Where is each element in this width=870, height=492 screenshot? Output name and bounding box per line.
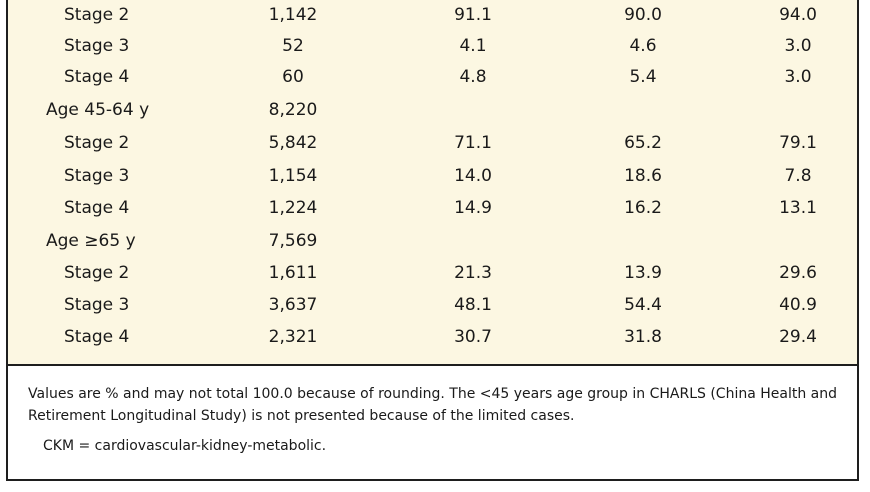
footnote-text: Values are % and may not total 100.0 bec… [28, 386, 838, 424]
row-label: Stage 2 [64, 263, 130, 283]
cell-pct-2 [583, 95, 703, 125]
table-row: Stage 3 1,154 14.0 18.6 7.8 [8, 161, 857, 191]
table-row: Stage 3 3,637 48.1 54.4 40.9 [8, 290, 857, 320]
cell-pct-2: 4.6 [629, 36, 657, 56]
cell-pct-3: 29.4 [779, 327, 817, 347]
cell-pct-3: 3.0 [784, 67, 812, 87]
cell-pct-1: 71.1 [454, 133, 492, 153]
cell-n: 2,321 [268, 327, 318, 347]
group-label: Age ≥65 y [46, 231, 136, 251]
cell-pct-3: 13.1 [779, 198, 817, 218]
cell-pct-2: 90.0 [624, 5, 662, 25]
cell-pct-3 [753, 226, 843, 256]
table-row: Stage 4 1,224 14.9 16.2 13.1 [8, 193, 857, 223]
table-row: Stage 2 1,611 21.3 13.9 29.6 [8, 258, 857, 288]
cell-pct-2: 54.4 [624, 295, 662, 315]
cell-pct-3: 3.0 [784, 36, 812, 56]
row-label: Stage 2 [64, 5, 130, 25]
cell-n: 7,569 [268, 231, 318, 251]
table-row: Stage 4 60 4.8 5.4 3.0 [8, 62, 857, 92]
row-label: Stage 4 [64, 198, 130, 218]
cell-pct-3: 29.6 [779, 263, 817, 283]
group-label: Age 45-64 y [46, 100, 150, 120]
cell-pct-1: 21.3 [454, 263, 492, 283]
cell-pct-2: 5.4 [629, 67, 657, 87]
cell-pct-1: 14.9 [454, 198, 492, 218]
cell-pct-2 [583, 226, 703, 256]
cell-pct-1: 48.1 [454, 295, 492, 315]
table-footnote: Values are % and may not total 100.0 bec… [28, 383, 848, 457]
cell-pct-3 [753, 95, 843, 125]
cell-pct-2: 31.8 [624, 327, 662, 347]
row-label: Stage 4 [64, 327, 130, 347]
cell-n: 60 [282, 67, 304, 87]
cell-pct-2: 65.2 [624, 133, 662, 153]
cell-pct-3: 94.0 [779, 5, 817, 25]
table-frame: Stage 2 1,142 91.1 90.0 94.0 Stage 3 52 … [6, 0, 859, 481]
row-label: Stage 3 [64, 295, 130, 315]
cell-pct-3: 79.1 [779, 133, 817, 153]
cell-pct-3: 40.9 [779, 295, 817, 315]
table-row-group: Age 45-64 y 8,220 [8, 95, 857, 125]
table-row: Stage 2 5,842 71.1 65.2 79.1 [8, 128, 857, 158]
cell-pct-2: 18.6 [624, 166, 662, 186]
cell-pct-3: 7.8 [784, 166, 812, 186]
row-label: Stage 3 [64, 36, 130, 56]
cell-n: 5,842 [268, 133, 318, 153]
table-row: Stage 4 2,321 30.7 31.8 29.4 [8, 322, 857, 352]
cell-pct-1: 4.8 [459, 67, 487, 87]
cell-pct-1: 14.0 [454, 166, 492, 186]
cell-n: 52 [282, 36, 304, 56]
cell-n: 1,224 [268, 198, 318, 218]
cell-pct-2: 13.9 [624, 263, 662, 283]
cell-n: 1,142 [268, 5, 318, 25]
row-label: Stage 4 [64, 67, 130, 87]
table-row: Stage 2 1,142 91.1 90.0 94.0 [8, 0, 857, 30]
cell-pct-1: 91.1 [454, 5, 492, 25]
table-row: Stage 3 52 4.1 4.6 3.0 [8, 31, 857, 61]
row-label: Stage 2 [64, 133, 130, 153]
cell-n: 1,154 [268, 166, 318, 186]
table-row-group: Age ≥65 y 7,569 [8, 226, 857, 256]
data-table: Stage 2 1,142 91.1 90.0 94.0 Stage 3 52 … [8, 0, 857, 366]
cell-pct-1 [413, 95, 533, 125]
row-label: Stage 3 [64, 166, 130, 186]
cell-pct-1: 4.1 [459, 36, 487, 56]
abbreviation-note: CKM = cardiovascular-kidney-metabolic. [43, 438, 327, 454]
cell-pct-1: 30.7 [454, 327, 492, 347]
cell-pct-1 [413, 226, 533, 256]
cell-pct-2: 16.2 [624, 198, 662, 218]
cell-n: 1,611 [268, 263, 318, 283]
cell-n: 8,220 [268, 100, 318, 120]
cell-n: 3,637 [268, 295, 318, 315]
